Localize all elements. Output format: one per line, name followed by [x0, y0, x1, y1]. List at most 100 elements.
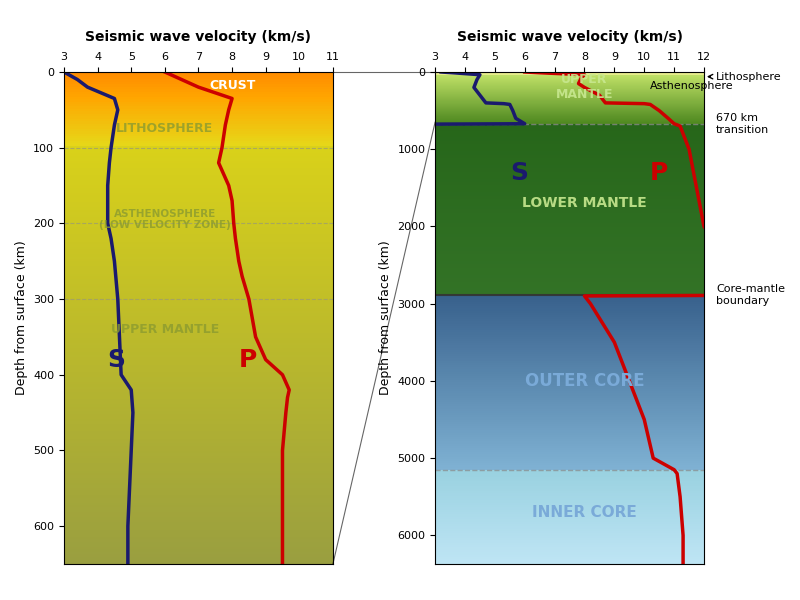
Bar — [64, 505, 333, 508]
Bar — [64, 397, 333, 399]
Bar — [64, 276, 333, 278]
Bar — [435, 254, 704, 257]
Bar — [64, 291, 333, 293]
Bar — [64, 451, 333, 454]
Bar — [64, 200, 333, 202]
Bar — [435, 479, 704, 481]
Bar — [64, 490, 333, 493]
Bar — [64, 380, 333, 382]
Bar — [64, 335, 333, 338]
Bar — [435, 367, 704, 370]
Bar — [435, 358, 704, 361]
Bar — [64, 434, 333, 436]
Bar — [435, 289, 704, 292]
Bar — [435, 185, 704, 189]
Bar — [435, 203, 704, 206]
Bar — [64, 530, 333, 532]
Bar — [64, 306, 333, 308]
Bar — [435, 339, 704, 341]
Bar — [64, 552, 333, 554]
Title: Seismic wave velocity (km/s): Seismic wave velocity (km/s) — [457, 30, 682, 44]
Bar — [64, 562, 333, 564]
Bar — [64, 278, 333, 281]
Bar — [64, 495, 333, 497]
Bar — [64, 178, 333, 180]
Bar — [435, 343, 704, 346]
Bar — [435, 237, 704, 241]
Bar — [64, 148, 333, 151]
Bar — [64, 224, 333, 227]
Bar — [64, 372, 333, 374]
Bar — [435, 484, 704, 486]
Bar — [64, 284, 333, 286]
Bar — [64, 266, 333, 269]
Bar — [435, 382, 704, 385]
Bar — [435, 371, 704, 374]
Bar — [64, 298, 333, 301]
Bar — [64, 470, 333, 473]
Bar — [64, 419, 333, 421]
Text: INNER CORE: INNER CORE — [532, 505, 637, 520]
Bar — [435, 457, 704, 459]
Bar — [64, 97, 333, 99]
Bar — [435, 529, 704, 531]
Bar — [435, 467, 704, 470]
Bar — [435, 247, 704, 251]
Bar — [64, 182, 333, 185]
Bar — [435, 552, 704, 554]
Bar — [64, 463, 333, 466]
Bar — [435, 335, 704, 337]
Bar — [435, 538, 704, 541]
Bar — [435, 361, 704, 363]
Bar — [64, 535, 333, 537]
Bar — [64, 242, 333, 244]
Bar — [64, 121, 333, 124]
Bar — [64, 475, 333, 478]
Bar — [64, 286, 333, 289]
Bar — [435, 158, 704, 161]
Bar — [435, 550, 704, 552]
Bar — [435, 536, 704, 538]
Bar — [435, 317, 704, 319]
Bar — [435, 365, 704, 367]
Bar — [435, 265, 704, 268]
Bar — [64, 124, 333, 126]
Bar — [435, 281, 704, 285]
Bar — [435, 413, 704, 415]
Bar — [64, 547, 333, 549]
Y-axis label: Depth from surface (km): Depth from surface (km) — [14, 241, 27, 395]
Bar — [64, 328, 333, 330]
Bar — [435, 517, 704, 519]
Bar — [64, 409, 333, 412]
Bar — [64, 316, 333, 318]
Bar — [435, 463, 704, 466]
Bar — [64, 532, 333, 535]
Bar — [64, 389, 333, 392]
Bar — [435, 233, 704, 237]
Bar — [64, 362, 333, 365]
Bar — [64, 485, 333, 488]
Bar — [64, 202, 333, 205]
Bar — [64, 296, 333, 298]
Bar — [435, 141, 704, 145]
Bar — [64, 338, 333, 340]
Bar — [435, 443, 704, 446]
Bar — [64, 345, 333, 347]
Bar — [64, 101, 333, 104]
Bar — [435, 354, 704, 356]
Bar — [435, 220, 704, 223]
Bar — [64, 443, 333, 446]
Y-axis label: Depth from surface (km): Depth from surface (km) — [378, 241, 392, 395]
Bar — [64, 239, 333, 242]
Bar — [64, 190, 333, 193]
Bar — [435, 559, 704, 562]
Bar — [435, 435, 704, 437]
Bar — [435, 131, 704, 134]
Bar — [435, 179, 704, 182]
Bar — [64, 394, 333, 397]
Text: Core-mantle
boundary: Core-mantle boundary — [716, 284, 785, 306]
Bar — [435, 374, 704, 376]
Bar — [64, 293, 333, 296]
Bar — [64, 301, 333, 303]
Bar — [64, 220, 333, 222]
